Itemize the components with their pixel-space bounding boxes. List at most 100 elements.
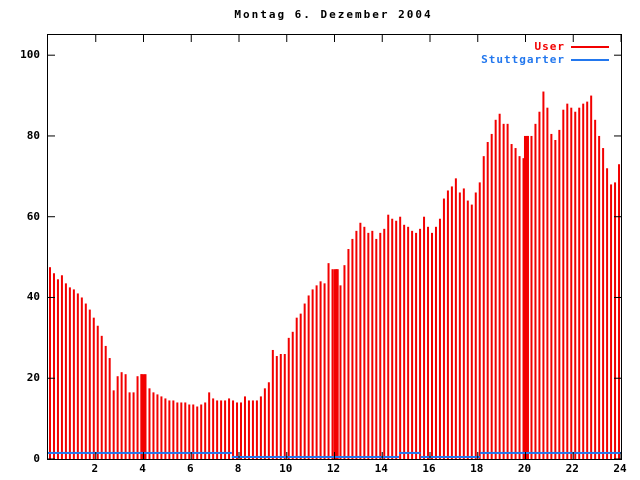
user-series-bar [327,263,330,459]
user-series-bar [510,144,513,459]
stuttgarter-series-line [420,455,481,458]
user-series-bar [164,398,167,459]
user-series-bar [482,156,485,459]
user-series-bar [331,269,334,459]
user-series-bar [275,356,278,459]
user-series-bar [184,402,187,459]
chart-title: Montag 6. Dezember 2004 [234,8,433,21]
user-series-bar [351,238,354,459]
user-series-bar [172,400,175,459]
user-series-bar [236,402,239,459]
user-series-bar [442,198,445,459]
y-tick-label: 40 [26,290,40,304]
user-series-bar [92,317,95,459]
x-tick-label: 16 [422,462,436,475]
user-series-bar [243,396,246,459]
user-series-bar [419,228,422,459]
user-series-bar [498,113,501,459]
user-series-bar [259,396,262,459]
user-series-bar [546,107,549,459]
legend-user-line-sample [571,45,609,48]
user-series-bar [88,309,91,459]
user-series-bar [144,374,147,459]
user-series-bar [315,285,318,459]
x-tick-label: 12 [326,462,341,475]
user-series-bar [562,109,565,459]
user-series-bar [514,148,517,459]
user-series-bar [72,289,75,459]
user-series-bar [478,182,481,459]
user-series-solid-spike [523,135,529,459]
user-series-bar [136,376,139,459]
user-series-bar [220,400,223,459]
user-series-bar [347,249,350,459]
user-series-bar [411,230,414,459]
legend-row-stuttgarter: Stuttgarter [481,53,609,66]
user-series-bar [196,406,199,459]
user-series-bar [355,230,358,459]
user-series-bar [200,404,203,459]
user-series-bar [395,220,398,459]
user-series-bar [303,303,306,459]
user-series-bar [518,156,521,459]
user-series-bar [112,390,115,459]
x-tick-label: 24 [613,462,627,475]
user-series-bar [434,226,437,459]
user-series-bar [486,142,489,459]
user-series-bar [558,129,561,459]
user-series-bar [458,192,461,459]
user-series-bar [152,392,155,459]
user-series-bar [80,297,83,459]
user-series-bar [49,267,51,459]
user-series-bar [586,101,589,459]
x-tick-label: 20 [517,462,532,475]
user-series-bar [530,135,533,459]
user-series-bar [56,279,59,459]
x-tick-label: 2 [91,462,99,475]
user-series-bar [323,283,326,459]
user-series-bar [68,287,71,459]
user-series-bar [168,400,171,459]
x-tick-label: 4 [139,462,146,475]
user-series-bar [116,376,119,459]
user-series-bar [367,232,370,459]
stuttgarter-series-line [231,455,399,458]
user-series-bar [247,400,250,459]
user-series-bar [251,400,254,459]
user-series-bar [240,402,242,459]
user-series-bar [319,281,322,459]
user-series-bar [299,313,302,459]
user-series-bar [542,91,545,459]
user-series-bar [534,123,537,459]
user-series-bar [283,354,286,459]
plot-area: User Stuttgarter [47,34,622,460]
user-series-bar [466,200,469,459]
user-series-bar [574,111,577,459]
user-series-bar [52,273,55,459]
user-series-bar [216,400,219,459]
user-series-bar [359,222,362,459]
legend-row-user: User [481,40,609,53]
user-series-bar [263,388,266,459]
user-series-bar [120,372,123,459]
user-series-bar [462,188,465,459]
user-series-bar [450,186,453,459]
user-series-bar [375,238,378,459]
user-series-bar [427,226,430,459]
user-series-bar [307,295,310,459]
y-tick-label: 0 [33,452,40,465]
user-series-bar [387,214,390,459]
user-series-bar [415,232,418,459]
x-tick-label: 10 [279,462,293,475]
x-tick-label: 14 [374,462,388,475]
user-series-bar [124,374,127,459]
user-series-bar [618,164,621,459]
user-series-bar [506,123,509,459]
y-tick-label: 80 [26,128,40,142]
user-series-bar [446,190,449,459]
user-series-bar [474,192,477,459]
user-series-bar [156,394,159,459]
user-series-bar [228,398,231,459]
user-series-bar [502,123,505,459]
